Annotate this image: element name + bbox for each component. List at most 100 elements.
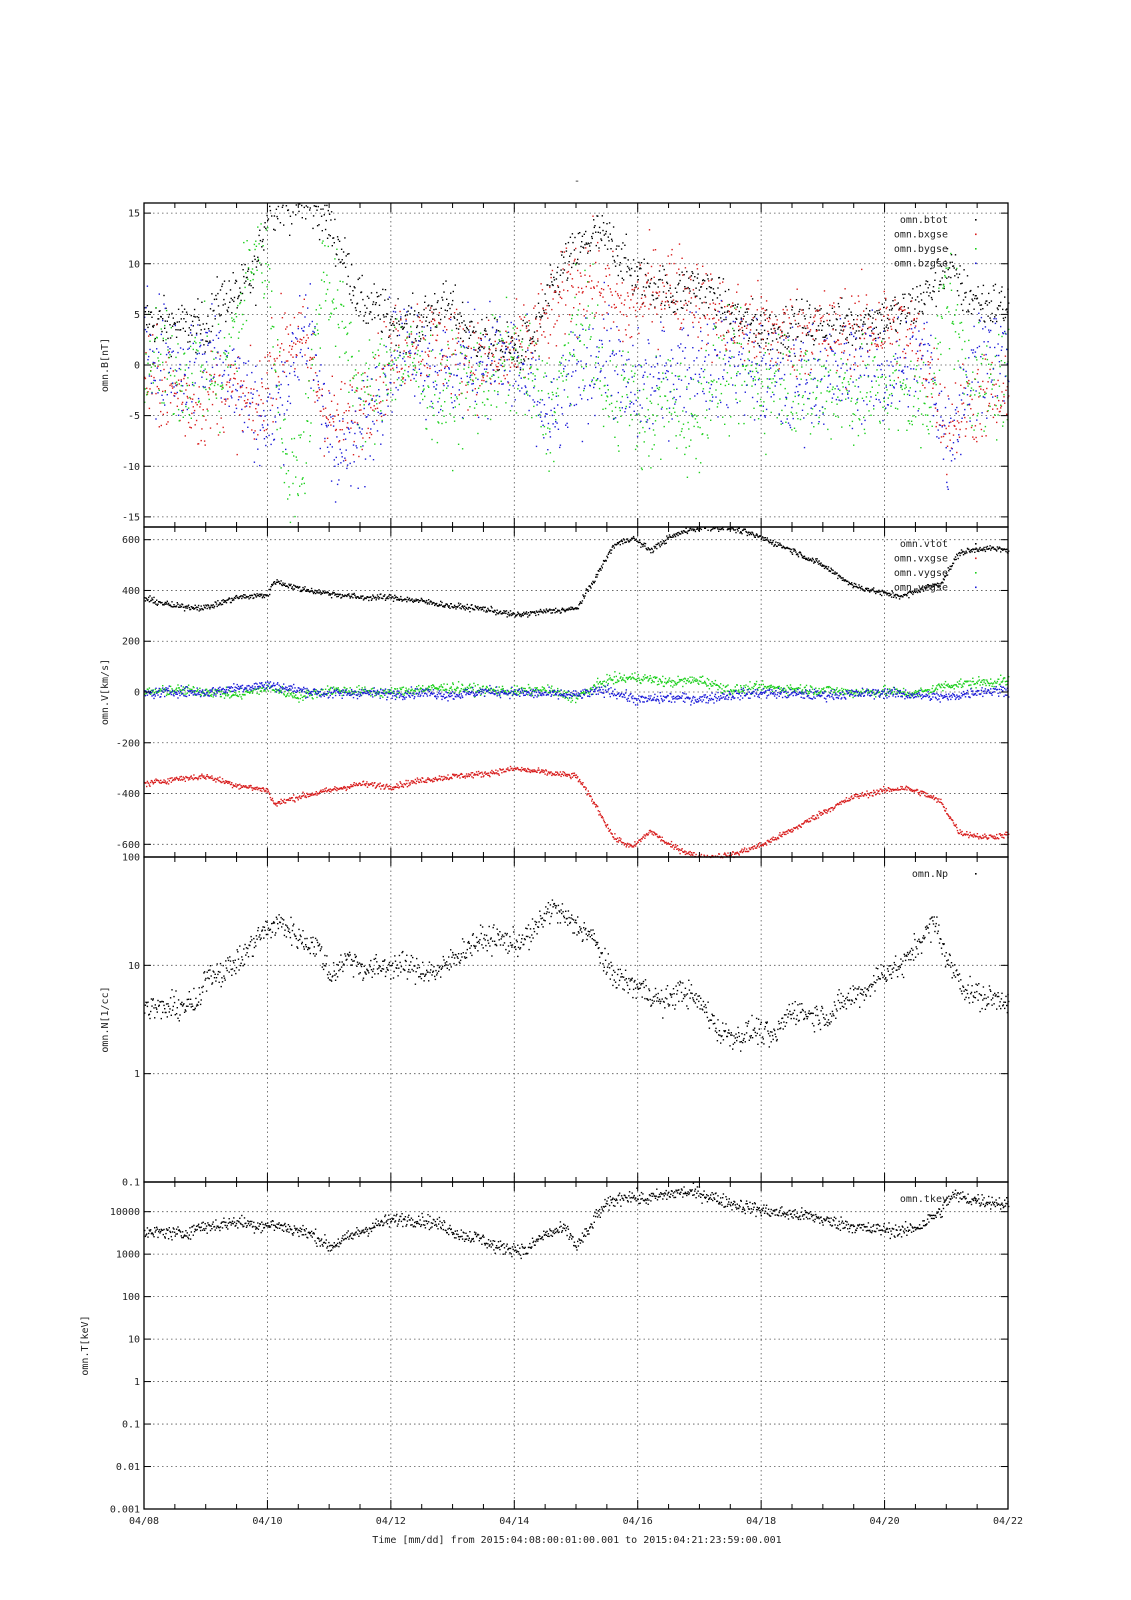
data-point (930, 356, 932, 358)
data-point (301, 217, 303, 219)
data-point (693, 360, 695, 362)
data-point (249, 280, 252, 282)
data-point (459, 344, 462, 346)
data-point (944, 386, 946, 389)
data-point (614, 265, 617, 267)
data-point (408, 352, 411, 354)
data-point (428, 350, 431, 352)
data-point (616, 245, 618, 247)
data-point (675, 399, 677, 401)
data-point (510, 356, 512, 358)
data-point (461, 392, 463, 395)
data-point (511, 356, 514, 359)
data-point (683, 274, 685, 276)
data-point (667, 255, 669, 257)
data-point (357, 424, 359, 426)
data-point (220, 385, 222, 387)
data-point (859, 374, 862, 377)
data-point (247, 360, 250, 362)
data-point (579, 272, 582, 274)
data-point (793, 369, 796, 371)
data-point (573, 353, 575, 356)
data-point (940, 441, 942, 444)
data-point (627, 259, 629, 261)
data-point (966, 311, 968, 313)
data-point (348, 406, 351, 408)
data-point (898, 364, 901, 366)
data-point (983, 320, 985, 322)
data-point (997, 414, 999, 416)
data-point (840, 367, 842, 369)
data-point (589, 250, 591, 252)
data-point (712, 396, 714, 398)
data-point (714, 292, 716, 295)
data-point (402, 357, 404, 360)
data-point (491, 326, 494, 329)
data-point (206, 332, 208, 334)
data-point (627, 382, 629, 384)
data-point (728, 435, 730, 437)
data-point (148, 335, 150, 337)
data-point (385, 326, 387, 328)
data-point (730, 337, 732, 340)
data-point (207, 342, 210, 344)
data-point (335, 307, 337, 309)
data-point (597, 281, 599, 283)
data-point (446, 387, 448, 389)
data-point (986, 304, 989, 306)
data-point (201, 353, 204, 355)
data-point (902, 350, 904, 353)
data-point (312, 332, 314, 335)
data-point (811, 422, 813, 424)
data-point (401, 325, 403, 328)
data-point (833, 413, 835, 415)
data-point (909, 294, 911, 296)
data-point (994, 395, 997, 397)
data-point (751, 385, 753, 387)
data-point (970, 313, 973, 315)
data-point (472, 380, 474, 382)
data-point (336, 254, 338, 256)
data-point (246, 374, 248, 376)
data-point (702, 390, 704, 393)
data-point (614, 370, 616, 372)
data-point (625, 334, 627, 336)
data-point (513, 323, 515, 326)
data-point (261, 240, 264, 243)
data-point (184, 435, 186, 437)
data-point (530, 338, 532, 340)
data-point (483, 374, 485, 376)
data-point (452, 386, 454, 388)
data-point (227, 310, 229, 313)
data-point (946, 248, 949, 250)
data-point (892, 372, 894, 374)
data-point (510, 341, 512, 343)
data-point (468, 361, 470, 364)
data-point (422, 337, 425, 339)
data-point (850, 331, 852, 334)
data-point (970, 426, 973, 429)
data-point (991, 388, 993, 390)
data-point (263, 420, 265, 422)
data-point (968, 339, 970, 342)
data-point (412, 292, 414, 294)
data-point (330, 219, 332, 221)
data-point (950, 254, 953, 256)
data-point (523, 358, 525, 360)
data-point (961, 282, 963, 284)
data-point (851, 325, 854, 327)
data-point (577, 337, 579, 340)
data-point (620, 401, 622, 403)
data-point (259, 239, 262, 242)
data-point (820, 308, 822, 310)
data-point (708, 382, 710, 384)
data-point (458, 389, 460, 391)
data-point (710, 279, 713, 281)
data-point (807, 332, 809, 334)
data-point (730, 377, 732, 379)
data-point (846, 389, 848, 392)
data-point (588, 328, 590, 330)
data-point (231, 299, 234, 301)
data-point (811, 413, 813, 415)
data-point (892, 355, 895, 357)
